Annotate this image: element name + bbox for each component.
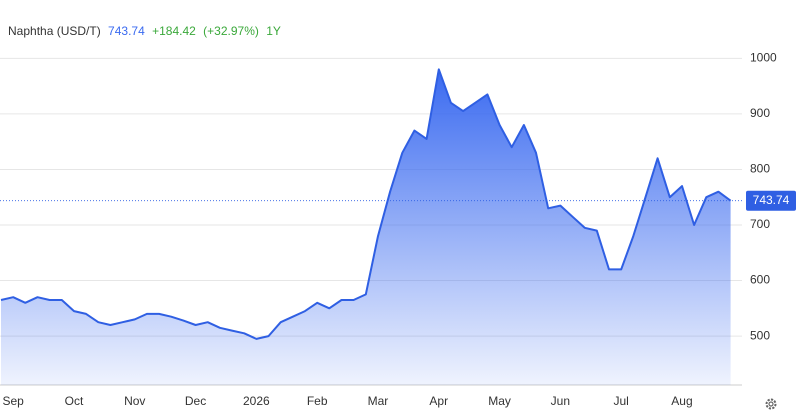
line [0,68,732,340]
chart-title: Naphtha (USD/T) [8,24,101,38]
x-tick-label: Mar [368,394,389,408]
change-pct: (+32.97%) [203,24,259,38]
y-tick-label: 500 [750,328,770,342]
settings-icon[interactable] [765,398,777,410]
x-tick-label: Jun [551,394,570,408]
area [1,69,731,386]
period: 1Y [266,24,281,38]
x-tick-label: Nov [124,394,145,408]
y-tick-label: 800 [750,162,770,176]
x-tick-label: Sep [2,394,24,408]
x-tick-label: Oct [65,394,84,408]
y-tick-label: 700 [750,217,770,231]
last-price: 743.74 [108,24,145,38]
x-tick-label: Aug [671,394,692,408]
x-tick-label: Apr [429,394,448,408]
y-tick-label: 600 [750,273,770,287]
header: Naphtha (USD/T) 743.74 +184.42 (+32.97%)… [8,24,281,38]
change: +184.42 [152,24,196,38]
y-tick-label: 1000 [750,51,777,65]
x-tick-label: May [488,394,511,408]
y-tick-label: 900 [750,106,770,120]
x-tick-label: Feb [307,394,328,408]
x-tick-label: 2026 [243,394,270,408]
last-price-tag [746,190,796,211]
last-price-label: 743.74 [753,193,790,207]
x-tick-label: Dec [185,394,206,408]
x-tick-label: Jul [613,394,628,408]
